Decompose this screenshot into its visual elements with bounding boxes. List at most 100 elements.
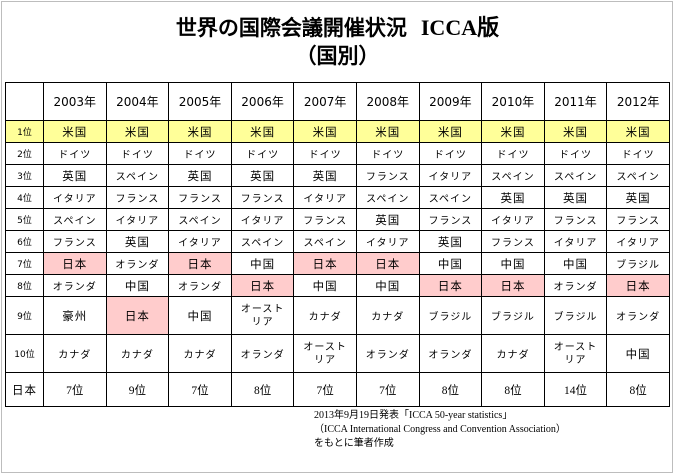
year-header: 2008年 <box>355 82 420 121</box>
country-cell: 英国 <box>168 164 232 187</box>
japan-rank-cell: 7位 <box>168 372 232 407</box>
country-cell: ドイツ <box>230 142 295 165</box>
table-row: 6位 フランス 英国 イタリア スペイン スペイン イタリア 英国 フランス イタリア イタリア <box>5 230 670 253</box>
country-cell: 日本 <box>418 274 483 297</box>
year-header: 2011年 <box>543 82 608 121</box>
country-cell: オランダ <box>105 252 170 275</box>
country-cell: フランス <box>293 208 357 231</box>
country-cell: 中国 <box>418 252 483 275</box>
country-cell: フランス <box>543 208 608 231</box>
year-header: 2007年 <box>293 82 357 121</box>
country-cell: フランス <box>230 186 295 209</box>
country-cell: 米国 <box>543 120 608 143</box>
country-cell: 日本 <box>105 296 170 335</box>
country-cell: オースト リア <box>293 334 357 373</box>
country-cell: 英国 <box>481 186 545 209</box>
source-line-2: （ICCA International Congress and Convent… <box>314 424 566 435</box>
japan-rank-cell: 7位 <box>293 372 357 407</box>
country-cell: 米国 <box>355 120 420 143</box>
country-cell: ブラジル <box>418 296 483 335</box>
country-cell: カナダ <box>105 334 170 373</box>
year-header: 2006年 <box>230 82 295 121</box>
country-cell: 日本 <box>43 252 107 275</box>
year-header: 2009年 <box>418 82 483 121</box>
country-cell: スペイン <box>105 164 170 187</box>
country-cell: 中国 <box>543 252 608 275</box>
country-cell: 中国 <box>355 274 420 297</box>
japan-row-label: 日本 <box>5 372 44 407</box>
country-cell: 英国 <box>606 186 670 209</box>
japan-rank-cell: 7位 <box>43 372 107 407</box>
country-cell: ドイツ <box>293 142 357 165</box>
country-cell: ドイツ <box>481 142 545 165</box>
year-header: 2004年 <box>105 82 170 121</box>
table-row: 7位 日本 オランダ 日本 中国 日本 日本 中国 中国 中国 ブラジル <box>5 252 670 275</box>
country-cell: イタリア <box>606 230 670 253</box>
country-cell: スペイン <box>168 208 232 231</box>
country-cell: 英国 <box>543 186 608 209</box>
country-cell: 英国 <box>230 164 295 187</box>
country-cell: スペイン <box>43 208 107 231</box>
country-cell: 日本 <box>606 274 670 297</box>
source-line-3: をもとに筆者作成 <box>314 438 394 449</box>
country-cell: 英国 <box>43 164 107 187</box>
country-cell: 豪州 <box>43 296 107 335</box>
country-cell: スペイン <box>606 164 670 187</box>
country-cell: 米国 <box>168 120 232 143</box>
country-cell: フランス <box>481 230 545 253</box>
country-cell: フランス <box>355 164 420 187</box>
title-main: 世界の国際会議開催状況 <box>175 16 407 40</box>
country-cell: イタリア <box>43 186 107 209</box>
country-cell: ドイツ <box>543 142 608 165</box>
source-note: 2013年9月19日発表「ICCA 50-year statistics」 （I… <box>314 409 566 451</box>
country-cell: スペイン <box>230 230 295 253</box>
table-row: 4位 イタリア フランス フランス フランス イタリア スペイン スペイン 英国 英国 英国 <box>5 186 670 209</box>
country-cell: フランス <box>418 208 483 231</box>
rank-label: 2位 <box>5 142 44 165</box>
country-cell: イタリア <box>293 186 357 209</box>
page-subtitle: （国別） <box>295 44 380 68</box>
country-cell: 米国 <box>43 120 107 143</box>
country-cell: フランス <box>43 230 107 253</box>
country-cell: オランダ <box>43 274 107 297</box>
country-cell: 米国 <box>230 120 295 143</box>
rank-label: 3位 <box>5 164 44 187</box>
year-header: 2005年 <box>168 82 232 121</box>
rank-label: 5位 <box>5 208 44 231</box>
japan-rank-cell: 7位 <box>355 372 420 407</box>
country-cell: 中国 <box>105 274 170 297</box>
title-acronym: ICCA版 <box>420 15 500 40</box>
rank-label: 4位 <box>5 186 44 209</box>
year-header: 2003年 <box>43 82 107 121</box>
country-cell: カナダ <box>481 334 545 373</box>
source-line-1: 2013年9月19日発表「ICCA 50-year statistics」 <box>314 410 513 421</box>
country-cell: ドイツ <box>355 142 420 165</box>
country-cell: イタリア <box>230 208 295 231</box>
table-row: 9位 豪州 日本 中国 オースト リア カナダ カナダ ブラジル ブラジル ブラジル オランダ <box>5 296 670 335</box>
country-cell: ブラジル <box>481 296 545 335</box>
country-cell: 米国 <box>481 120 545 143</box>
rank-label: 1位 <box>5 120 44 143</box>
country-cell: 米国 <box>293 120 357 143</box>
country-cell: イタリア <box>168 230 232 253</box>
country-cell: イタリア <box>105 208 170 231</box>
country-cell: ドイツ <box>418 142 483 165</box>
country-cell: 中国 <box>293 274 357 297</box>
country-cell: 中国 <box>606 334 670 373</box>
country-cell: スペイン <box>293 230 357 253</box>
country-cell: 米国 <box>606 120 670 143</box>
country-cell: イタリア <box>418 164 483 187</box>
country-cell: 中国 <box>168 296 232 335</box>
country-cell: オランダ <box>355 334 420 373</box>
country-cell: オランダ <box>230 334 295 373</box>
japan-rank-cell: 9位 <box>105 372 170 407</box>
country-cell: オランダ <box>418 334 483 373</box>
country-cell: フランス <box>168 186 232 209</box>
country-cell: 米国 <box>105 120 170 143</box>
page-title: 世界の国際会議開催状況 ICCA版 <box>0 15 675 41</box>
table-row: 1位 米国 米国 米国 米国 米国 米国 米国 米国 米国 米国 <box>5 120 670 143</box>
country-cell: オースト リア <box>230 296 295 335</box>
country-cell: 日本 <box>293 252 357 275</box>
country-cell: カナダ <box>355 296 420 335</box>
country-cell: 中国 <box>230 252 295 275</box>
